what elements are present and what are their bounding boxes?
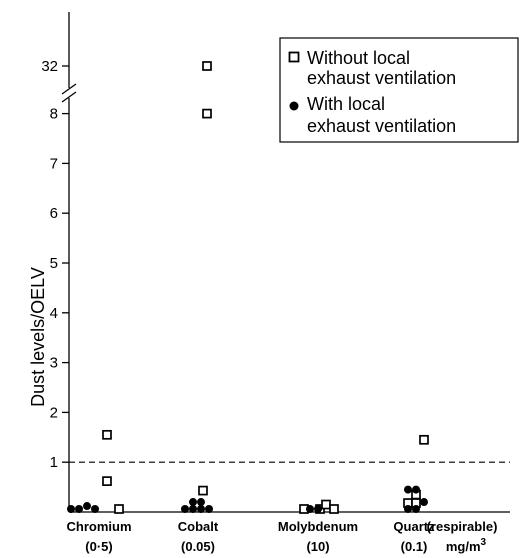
point-without-lev xyxy=(102,429,112,440)
point-with-lev xyxy=(420,498,428,507)
point-without-lev xyxy=(114,504,124,514)
y-axis-title: Dust levels/OELV xyxy=(28,267,48,407)
point-with-lev xyxy=(412,505,420,513)
legend-without-line1: Without local xyxy=(307,48,410,68)
y-tick-label: 2 xyxy=(50,404,58,421)
unit-text: mg/m xyxy=(446,539,481,554)
point-with-lev xyxy=(404,485,412,494)
axis-break-mark xyxy=(61,83,77,95)
point-with-lev xyxy=(197,498,205,507)
x-category-oelv: (0.05) xyxy=(181,539,215,554)
legend-with-marker xyxy=(289,101,299,111)
legend: Without local exhaust ventilation With l… xyxy=(279,37,519,143)
x-category-label: Molybdenum xyxy=(278,519,358,534)
y-tick-label: 3 xyxy=(50,355,58,372)
point-without-lev xyxy=(102,476,112,486)
point-with-lev xyxy=(189,505,197,513)
y-tick-label: 4 xyxy=(50,305,58,322)
y-tick-label: 8 xyxy=(50,106,58,123)
point-with-lev xyxy=(205,505,213,513)
axis-break-mark xyxy=(61,91,77,103)
point-without-lev xyxy=(202,61,212,71)
data-marks xyxy=(67,61,429,514)
point-with-lev xyxy=(75,505,83,513)
point-with-lev xyxy=(189,498,197,507)
point-with-lev xyxy=(412,485,420,494)
legend-without-marker xyxy=(288,51,300,63)
point-with-lev xyxy=(306,505,314,513)
y-tick-label: 6 xyxy=(50,205,58,222)
point-with-lev xyxy=(197,505,205,513)
point-without-lev xyxy=(419,434,429,445)
y-ticks: 1 2 3 4 5 6 7 8 32 xyxy=(41,58,69,471)
axes xyxy=(61,12,510,513)
x-category-oelv: (0·5) xyxy=(85,539,112,554)
point-with-lev xyxy=(404,505,412,513)
y-tick-label: 32 xyxy=(41,58,58,75)
legend-frame xyxy=(279,37,519,143)
point-with-lev xyxy=(91,505,99,513)
y-tick-label: 7 xyxy=(50,155,58,172)
x-category-label: Cobalt xyxy=(178,519,219,534)
legend-with-line2: exhaust ventilation xyxy=(307,116,456,136)
x-category-oelv: (10) xyxy=(306,539,329,554)
point-without-lev xyxy=(321,499,331,510)
point-without-lev xyxy=(202,108,212,119)
point-without-lev xyxy=(329,504,339,514)
unit-label: mg/m3 xyxy=(446,537,487,554)
point-with-lev xyxy=(67,505,75,513)
x-category-label: Quartz xyxy=(393,519,435,534)
point-with-lev xyxy=(181,505,189,513)
x-category-label: Chromium xyxy=(67,519,132,534)
point-without-lev xyxy=(198,485,208,496)
x-category-oelv: (0.1) xyxy=(401,539,428,554)
point-with-lev xyxy=(83,502,91,511)
y-tick-label: 5 xyxy=(50,255,58,272)
y-tick-label: 1 xyxy=(50,454,58,471)
x-category-labels: Chromium (0·5) Cobalt (0.05) Molybdenum (10) Q… xyxy=(67,519,436,554)
point-with-lev xyxy=(314,505,322,513)
legend-with-line1: With local xyxy=(307,94,385,114)
legend-without-line2: exhaust ventilation xyxy=(307,68,456,88)
unit-superscript: 3 xyxy=(481,537,487,548)
respirable-note: (respirable) xyxy=(427,519,498,534)
